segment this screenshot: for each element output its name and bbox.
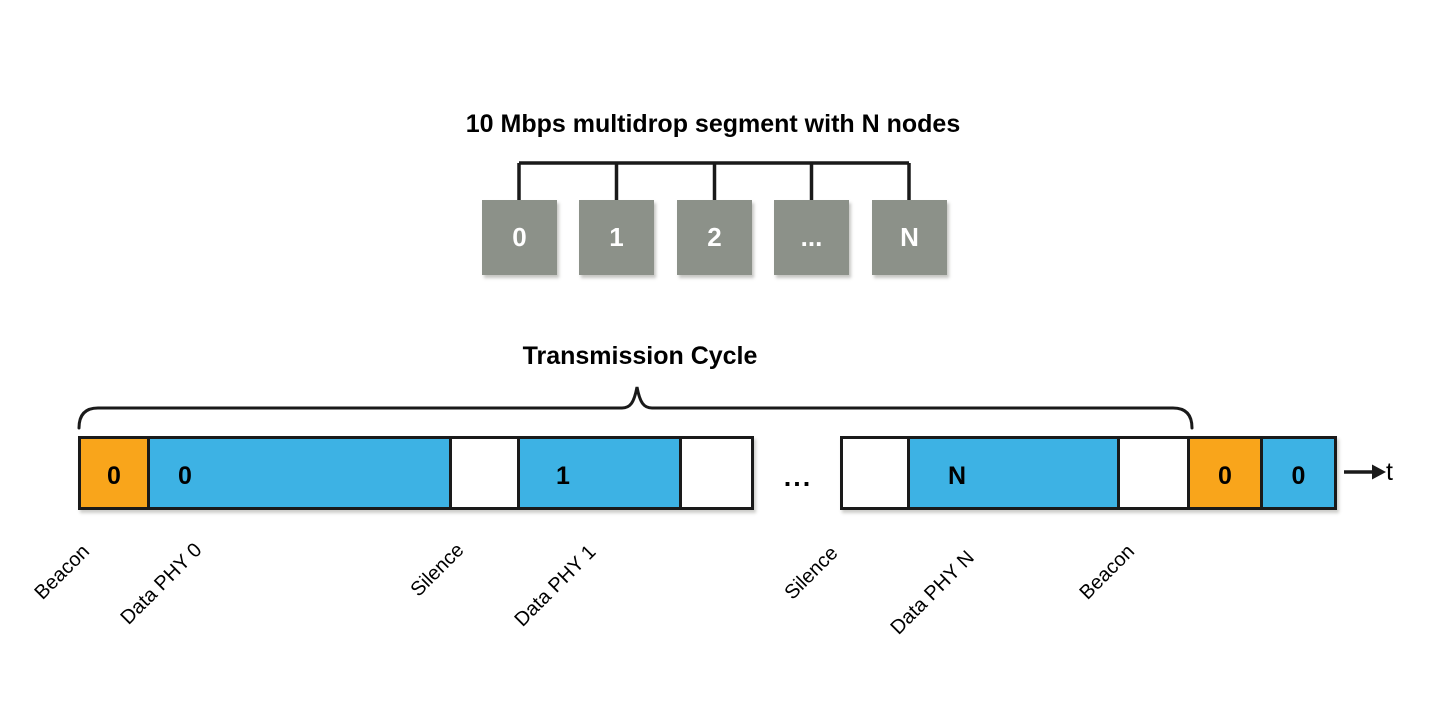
segment-label: 1 (556, 462, 570, 490)
segment-data: 0 (1263, 439, 1334, 507)
node-box-1: 1 (579, 200, 654, 275)
segment-silence (1120, 439, 1190, 507)
topology-title: 10 Mbps multidrop segment with N nodes (465, 110, 961, 138)
node-label: N (900, 222, 919, 252)
segment-label: 0 (1291, 462, 1306, 490)
segment-label: 0 (178, 462, 192, 490)
timeline-bar-cycle-start: 0 0 1 (78, 436, 754, 510)
segment-data: 1 (520, 439, 682, 507)
segment-beacon: 0 (81, 439, 150, 507)
segment-label: 0 (1218, 462, 1232, 490)
caption-text: Beacon (1075, 540, 1139, 604)
segment-beacon: 0 (1190, 439, 1263, 507)
node-box-0: 0 (482, 200, 557, 275)
segment-data: 0 (150, 439, 452, 507)
cycle-brace (77, 386, 1194, 430)
caption-text: Silence (406, 539, 469, 601)
cycle-label: Transmission Cycle (522, 342, 758, 370)
segment-data: N (910, 439, 1120, 507)
node-label: ... (800, 222, 823, 252)
continuation-dots: ... (783, 462, 813, 492)
caption-text: Silence (780, 542, 843, 604)
node-box-...: ... (774, 200, 849, 275)
node-label: 2 (707, 222, 722, 252)
segment-silence (843, 439, 910, 507)
timeline-bar-cycle-end: N 0 0 (840, 436, 1337, 510)
caption-text: Data PHY 0 (116, 539, 207, 629)
segment-silence (682, 439, 751, 507)
node-drop-lines (517, 163, 911, 201)
node-label: 1 (609, 222, 624, 252)
segment-label: 0 (107, 462, 121, 490)
segment-silence (452, 439, 520, 507)
node-box-N: N (872, 200, 947, 275)
caption-text: Data PHY N (886, 546, 979, 639)
node-label: 0 (512, 222, 527, 252)
node-box-2: 2 (677, 200, 752, 275)
time-axis-arrow-icon (1344, 464, 1386, 480)
segment-label: N (948, 462, 967, 490)
time-axis-label: t (1386, 458, 1393, 486)
caption-text: Data PHY 1 (510, 541, 601, 631)
caption-text: Beacon (30, 540, 94, 604)
